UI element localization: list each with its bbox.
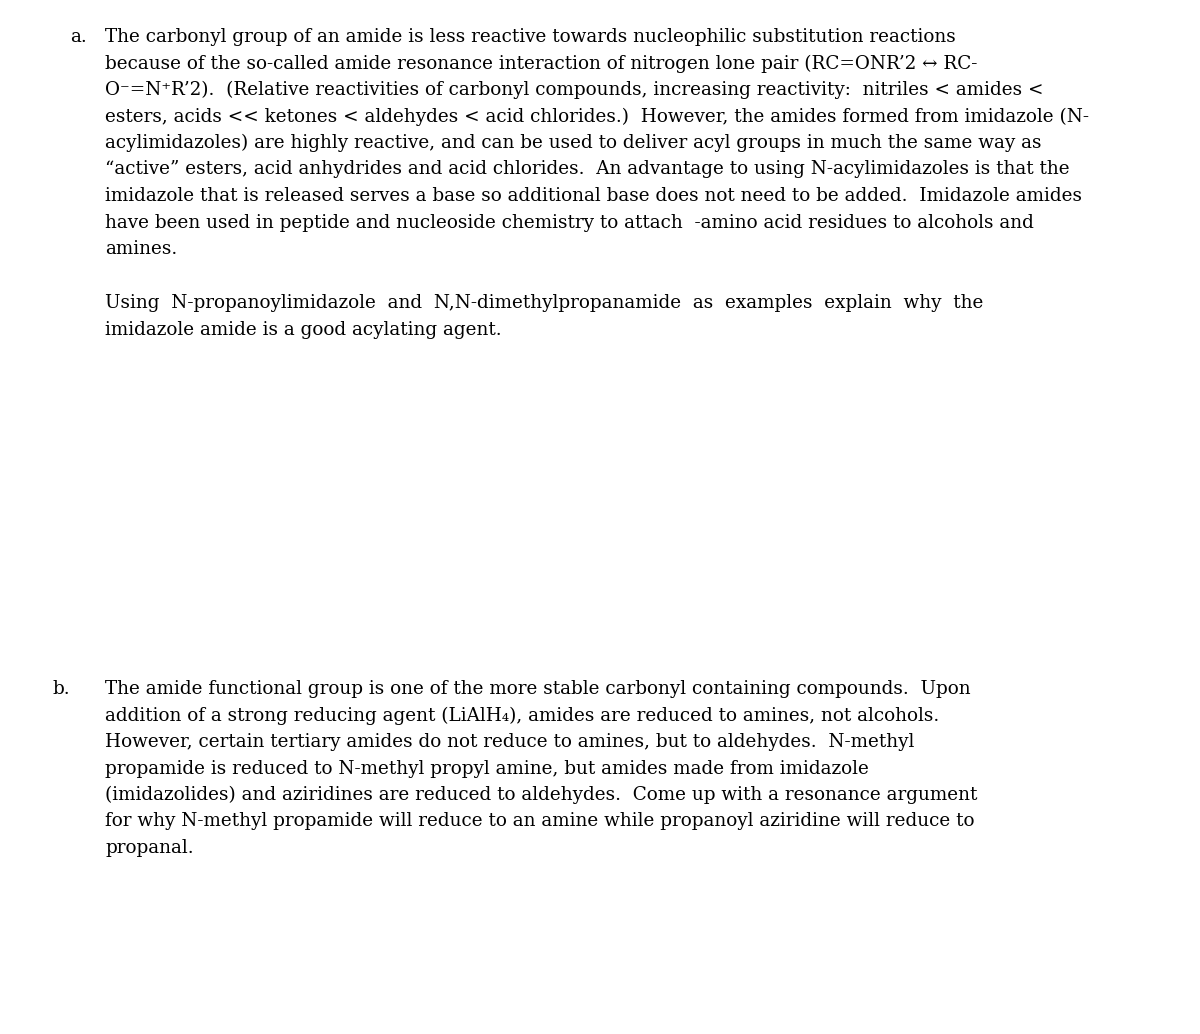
Text: b.: b. — [52, 680, 70, 698]
Text: have been used in peptide and nucleoside chemistry to attach  -amino acid residu: have been used in peptide and nucleoside… — [106, 213, 1034, 232]
Text: However, certain tertiary amides do not reduce to amines, but to aldehydes.  N-m: However, certain tertiary amides do not … — [106, 733, 914, 751]
Text: amines.: amines. — [106, 240, 178, 258]
Text: for why N-methyl propamide will reduce to an amine while propanoyl aziridine wil: for why N-methyl propamide will reduce t… — [106, 813, 974, 830]
Text: The amide functional group is one of the more stable carbonyl containing compoun: The amide functional group is one of the… — [106, 680, 971, 698]
Text: propamide is reduced to N-methyl propyl amine, but amides made from imidazole: propamide is reduced to N-methyl propyl … — [106, 760, 869, 778]
Text: “active” esters, acid anhydrides and acid chlorides.  An advantage to using N-ac: “active” esters, acid anhydrides and aci… — [106, 160, 1069, 179]
Text: O⁻=N⁺R’2).  (Relative reactivities of carbonyl compounds, increasing reactivity:: O⁻=N⁺R’2). (Relative reactivities of car… — [106, 81, 1044, 99]
Text: imidazole that is released serves a base so additional base does not need to be : imidazole that is released serves a base… — [106, 187, 1082, 205]
Text: esters, acids << ketones < aldehydes < acid chlorides.)  However, the amides for: esters, acids << ketones < aldehydes < a… — [106, 108, 1090, 126]
Text: because of the so-called amide resonance interaction of nitrogen lone pair (RC=O: because of the so-called amide resonance… — [106, 55, 977, 72]
Text: (imidazolides) and aziridines are reduced to aldehydes.  Come up with a resonanc: (imidazolides) and aziridines are reduce… — [106, 786, 977, 804]
Text: addition of a strong reducing agent (LiAlH₄), amides are reduced to amines, not : addition of a strong reducing agent (LiA… — [106, 706, 940, 725]
Text: acylimidazoles) are highly reactive, and can be used to deliver acyl groups in m: acylimidazoles) are highly reactive, and… — [106, 134, 1042, 152]
Text: a.: a. — [70, 28, 86, 45]
Text: propanal.: propanal. — [106, 839, 193, 857]
Text: imidazole amide is a good acylating agent.: imidazole amide is a good acylating agen… — [106, 321, 502, 339]
Text: Using  N-propanoylimidazole  and  N,N-dimethylpropanamide  as  examples  explain: Using N-propanoylimidazole and N,N-dimet… — [106, 295, 983, 312]
Text: The carbonyl group of an amide is less reactive towards nucleophilic substitutio: The carbonyl group of an amide is less r… — [106, 28, 955, 45]
